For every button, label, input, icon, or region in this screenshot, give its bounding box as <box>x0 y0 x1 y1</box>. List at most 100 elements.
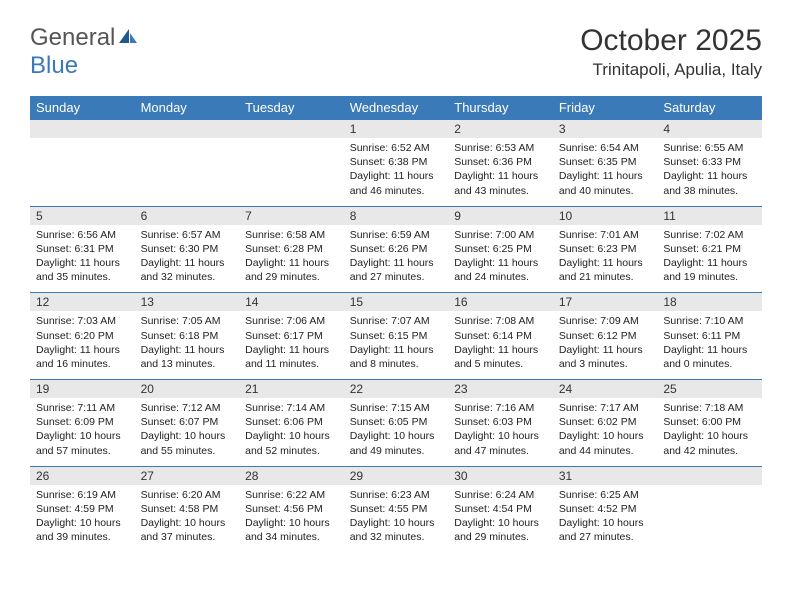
sunrise-line: Sunrise: 6:54 AM <box>559 141 652 155</box>
day-number-cell: 4 <box>657 120 762 139</box>
sunrise-line: Sunrise: 6:56 AM <box>36 228 129 242</box>
day-detail-cell: Sunrise: 6:22 AMSunset: 4:56 PMDaylight:… <box>239 485 344 553</box>
day-number-cell <box>657 466 762 485</box>
daylight-line: Daylight: 11 hours and 5 minutes. <box>454 343 547 371</box>
day-detail-row: Sunrise: 7:03 AMSunset: 6:20 PMDaylight:… <box>30 311 762 379</box>
day-number-cell: 17 <box>553 293 658 312</box>
day-number-cell: 10 <box>553 206 658 225</box>
day-number-row: 12131415161718 <box>30 293 762 312</box>
day-detail-cell: Sunrise: 7:18 AMSunset: 6:00 PMDaylight:… <box>657 398 762 466</box>
sunset-line: Sunset: 6:33 PM <box>663 155 756 169</box>
sunset-line: Sunset: 6:11 PM <box>663 329 756 343</box>
page-header: General Blue October 2025 Trinitapoli, A… <box>30 24 762 80</box>
daylight-line: Daylight: 10 hours and 47 minutes. <box>454 429 547 457</box>
sunrise-line: Sunrise: 7:08 AM <box>454 314 547 328</box>
day-detail-cell: Sunrise: 6:23 AMSunset: 4:55 PMDaylight:… <box>344 485 449 553</box>
day-number-cell: 1 <box>344 120 449 139</box>
day-number-cell: 13 <box>135 293 240 312</box>
sunset-line: Sunset: 4:55 PM <box>350 502 443 516</box>
day-detail-cell: Sunrise: 6:24 AMSunset: 4:54 PMDaylight:… <box>448 485 553 553</box>
day-detail-row: Sunrise: 7:11 AMSunset: 6:09 PMDaylight:… <box>30 398 762 466</box>
day-number-row: 19202122232425 <box>30 380 762 399</box>
day-number-row: 262728293031 <box>30 466 762 485</box>
sunset-line: Sunset: 6:38 PM <box>350 155 443 169</box>
sunrise-line: Sunrise: 6:59 AM <box>350 228 443 242</box>
daylight-line: Daylight: 11 hours and 0 minutes. <box>663 343 756 371</box>
day-detail-cell: Sunrise: 7:00 AMSunset: 6:25 PMDaylight:… <box>448 225 553 293</box>
day-number-cell: 29 <box>344 466 449 485</box>
day-number-cell: 3 <box>553 120 658 139</box>
sunrise-line: Sunrise: 7:11 AM <box>36 401 129 415</box>
sunrise-line: Sunrise: 6:52 AM <box>350 141 443 155</box>
sunrise-line: Sunrise: 6:24 AM <box>454 488 547 502</box>
daylight-line: Daylight: 11 hours and 19 minutes. <box>663 256 756 284</box>
sunrise-line: Sunrise: 6:19 AM <box>36 488 129 502</box>
sunset-line: Sunset: 6:14 PM <box>454 329 547 343</box>
day-header-cell: Thursday <box>448 96 553 120</box>
day-detail-cell: Sunrise: 6:52 AMSunset: 6:38 PMDaylight:… <box>344 138 449 206</box>
daylight-line: Daylight: 10 hours and 52 minutes. <box>245 429 338 457</box>
title-block: October 2025 Trinitapoli, Apulia, Italy <box>580 24 762 80</box>
logo-text: General Blue <box>30 24 139 80</box>
day-number-cell: 25 <box>657 380 762 399</box>
daylight-line: Daylight: 11 hours and 27 minutes. <box>350 256 443 284</box>
day-number-cell: 15 <box>344 293 449 312</box>
sunrise-line: Sunrise: 7:06 AM <box>245 314 338 328</box>
day-detail-cell: Sunrise: 7:01 AMSunset: 6:23 PMDaylight:… <box>553 225 658 293</box>
day-detail-cell: Sunrise: 7:14 AMSunset: 6:06 PMDaylight:… <box>239 398 344 466</box>
sunrise-line: Sunrise: 7:17 AM <box>559 401 652 415</box>
sunset-line: Sunset: 6:05 PM <box>350 415 443 429</box>
sunset-line: Sunset: 6:25 PM <box>454 242 547 256</box>
daylight-line: Daylight: 10 hours and 32 minutes. <box>350 516 443 544</box>
daylight-line: Daylight: 11 hours and 13 minutes. <box>141 343 234 371</box>
day-detail-cell: Sunrise: 6:57 AMSunset: 6:30 PMDaylight:… <box>135 225 240 293</box>
day-number-cell: 19 <box>30 380 135 399</box>
calendar-table: SundayMondayTuesdayWednesdayThursdayFrid… <box>30 96 762 552</box>
day-number-cell: 9 <box>448 206 553 225</box>
day-detail-cell <box>135 138 240 206</box>
day-detail-cell: Sunrise: 6:59 AMSunset: 6:26 PMDaylight:… <box>344 225 449 293</box>
day-detail-cell: Sunrise: 7:06 AMSunset: 6:17 PMDaylight:… <box>239 311 344 379</box>
daylight-line: Daylight: 11 hours and 11 minutes. <box>245 343 338 371</box>
day-detail-cell: Sunrise: 7:11 AMSunset: 6:09 PMDaylight:… <box>30 398 135 466</box>
day-detail-cell: Sunrise: 7:12 AMSunset: 6:07 PMDaylight:… <box>135 398 240 466</box>
day-detail-cell: Sunrise: 7:02 AMSunset: 6:21 PMDaylight:… <box>657 225 762 293</box>
day-number-row: 1234 <box>30 120 762 139</box>
day-detail-cell <box>657 485 762 553</box>
sunset-line: Sunset: 4:58 PM <box>141 502 234 516</box>
day-number-cell <box>239 120 344 139</box>
day-number-cell: 27 <box>135 466 240 485</box>
day-number-cell: 2 <box>448 120 553 139</box>
sunrise-line: Sunrise: 6:57 AM <box>141 228 234 242</box>
day-number-cell: 21 <box>239 380 344 399</box>
day-header-cell: Monday <box>135 96 240 120</box>
daylight-line: Daylight: 11 hours and 43 minutes. <box>454 169 547 197</box>
sunset-line: Sunset: 6:06 PM <box>245 415 338 429</box>
sunrise-line: Sunrise: 7:03 AM <box>36 314 129 328</box>
day-header-cell: Friday <box>553 96 658 120</box>
sunset-line: Sunset: 6:12 PM <box>559 329 652 343</box>
daylight-line: Daylight: 10 hours and 37 minutes. <box>141 516 234 544</box>
sunrise-line: Sunrise: 6:55 AM <box>663 141 756 155</box>
daylight-line: Daylight: 11 hours and 35 minutes. <box>36 256 129 284</box>
sunrise-line: Sunrise: 7:02 AM <box>663 228 756 242</box>
day-number-cell: 28 <box>239 466 344 485</box>
daylight-line: Daylight: 10 hours and 44 minutes. <box>559 429 652 457</box>
sunrise-line: Sunrise: 7:15 AM <box>350 401 443 415</box>
sunset-line: Sunset: 6:17 PM <box>245 329 338 343</box>
sunset-line: Sunset: 6:18 PM <box>141 329 234 343</box>
sunrise-line: Sunrise: 6:20 AM <box>141 488 234 502</box>
sunrise-line: Sunrise: 6:23 AM <box>350 488 443 502</box>
day-number-cell <box>30 120 135 139</box>
day-number-cell: 8 <box>344 206 449 225</box>
day-detail-row: Sunrise: 6:52 AMSunset: 6:38 PM Daylight:… <box>30 138 762 206</box>
sunrise-line: Sunrise: 6:58 AM <box>245 228 338 242</box>
sunset-line: Sunset: 6:02 PM <box>559 415 652 429</box>
location: Trinitapoli, Apulia, Italy <box>580 60 762 80</box>
sunset-line: Sunset: 6:30 PM <box>141 242 234 256</box>
day-number-cell: 26 <box>30 466 135 485</box>
sunset-line: Sunset: 6:36 PM <box>454 155 547 169</box>
sunset-line: Sunset: 6:21 PM <box>663 242 756 256</box>
day-number-cell: 11 <box>657 206 762 225</box>
day-number-row: 567891011 <box>30 206 762 225</box>
